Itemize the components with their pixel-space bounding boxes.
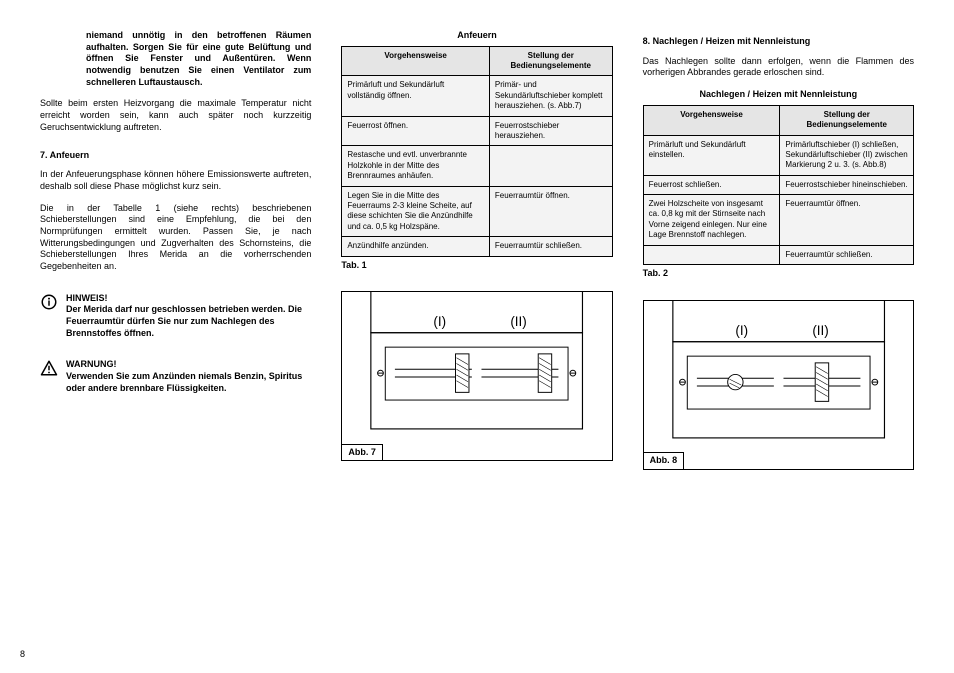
warnung-block: WARNUNG! Verwenden Sie zum Anzünden niem…: [40, 359, 311, 394]
table-cell: Feuerrost öffnen.: [342, 116, 490, 146]
table-cell: Feuerraumtür öffnen.: [780, 195, 914, 246]
table-cell: Feuerraumtür schließen.: [780, 245, 914, 264]
table-cell: [489, 146, 612, 186]
info-icon: [40, 293, 58, 340]
hinweis-body: Der Merida darf nur geschlossen betriebe…: [66, 304, 302, 337]
figure-7-label: Abb. 7: [342, 444, 383, 461]
table-row: Legen Sie in die Mitte des Feuerraums 2-…: [342, 186, 612, 237]
table-cell: Primär- und Sekundärluftschieber komplet…: [489, 76, 612, 116]
table-cell: Feuerrostschieber hineinschieben.: [780, 175, 914, 194]
table1-label: Tab. 1: [341, 260, 612, 272]
table-row: Anzündhilfe anzünden.Feuerraumtür schlie…: [342, 237, 612, 256]
table-1: Vorgehensweise Stellung der Bedienungsel…: [341, 46, 612, 257]
table-cell: Feuerraumtür schließen.: [489, 237, 612, 256]
left-para-3: Die in der Tabelle 1 (siehe rechts) besc…: [40, 203, 311, 273]
table-cell: [643, 245, 780, 264]
table-cell: Primärluftschieber (I) schließen, Sekund…: [780, 135, 914, 175]
table-row: Restasche und evtl. unverbrannte Holzkoh…: [342, 146, 612, 186]
table1-header-2: Stellung der Bedienungselemente: [489, 46, 612, 76]
table-cell: Feuerraumtür öffnen.: [489, 186, 612, 237]
table2-label: Tab. 2: [643, 268, 914, 280]
table-cell: Restasche und evtl. unverbrannte Holzkoh…: [342, 146, 490, 186]
table2-header-2: Stellung der Bedienungselemente: [780, 105, 914, 135]
figure-8: (I) (II): [643, 300, 914, 470]
table1-header-1: Vorgehensweise: [342, 46, 490, 76]
section-8-heading: 8. Nachlegen / Heizen mit Nennleistung: [643, 36, 914, 48]
section-7-heading: 7. Anfeuern: [40, 150, 311, 162]
table2-header-1: Vorgehensweise: [643, 105, 780, 135]
table-cell: Legen Sie in die Mitte des Feuerraums 2-…: [342, 186, 490, 237]
left-column: niemand unnötig in den betroffenen Räume…: [40, 30, 311, 653]
warnung-body: Verwenden Sie zum Anzünden niemals Benzi…: [66, 371, 302, 393]
warnung-title: WARNUNG!: [66, 359, 117, 369]
table-cell: Feuerrostschieber herausziehen.: [489, 116, 612, 146]
table-row: Feuerrost öffnen.Feuerrostschieber herau…: [342, 116, 612, 146]
table1-title: Anfeuern: [341, 30, 612, 42]
page: niemand unnötig in den betroffenen Räume…: [0, 0, 954, 673]
middle-column: Anfeuern Vorgehensweise Stellung der Bed…: [341, 30, 612, 653]
table-cell: Feuerrost schließen.: [643, 175, 780, 194]
table-row: Primärluft und Sekundärluft vollständig …: [342, 76, 612, 116]
left-para-2: In der Anfeuerungsphase können höhere Em…: [40, 169, 311, 192]
table-cell: Primärluft und Sekundärluft vollständig …: [342, 76, 490, 116]
fig7-label-I: (I): [434, 314, 447, 329]
left-para-1: Sollte beim ersten Heizvorgang die maxim…: [40, 98, 311, 133]
intro-bold-text: niemand unnötig in den betroffenen Räume…: [86, 30, 311, 88]
table-cell: Anzündhilfe anzünden.: [342, 237, 490, 256]
right-para-1: Das Nachlegen sollte dann erfolgen, wenn…: [643, 56, 914, 79]
table-cell: Zwei Holzscheite von insgesamt ca. 0,8 k…: [643, 195, 780, 246]
warning-icon: [40, 359, 58, 394]
fig7-label-II: (II): [511, 314, 527, 329]
page-number: 8: [20, 649, 25, 661]
hinweis-block: HINWEIS! Der Merida darf nur geschlossen…: [40, 293, 311, 340]
table-row: Feuerraumtür schließen.: [643, 245, 913, 264]
table-row: Zwei Holzscheite von insgesamt ca. 0,8 k…: [643, 195, 913, 246]
table-2: Vorgehensweise Stellung der Bedienungsel…: [643, 105, 914, 265]
table-row: Feuerrost schließen.Feuerrostschieber hi…: [643, 175, 913, 194]
fig8-label-I: (I): [735, 323, 748, 338]
hinweis-title: HINWEIS!: [66, 293, 108, 303]
figure-8-label: Abb. 8: [644, 452, 685, 469]
table-row: Primärluft und Sekundärluft einstellen.P…: [643, 135, 913, 175]
right-column: 8. Nachlegen / Heizen mit Nennleistung D…: [643, 30, 914, 653]
fig8-label-II: (II): [812, 323, 828, 338]
figure-7: (I) (II): [341, 291, 612, 461]
table2-title: Nachlegen / Heizen mit Nennleistung: [643, 89, 914, 101]
table-cell: Primärluft und Sekundärluft einstellen.: [643, 135, 780, 175]
